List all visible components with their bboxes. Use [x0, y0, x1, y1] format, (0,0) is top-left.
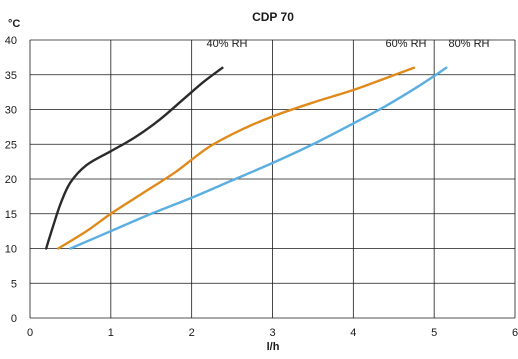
y-axis-label: °C	[8, 18, 20, 30]
x-tick-label: 5	[431, 327, 437, 339]
series-line-2	[57, 66, 416, 250]
x-tick-label: 2	[189, 327, 195, 339]
x-axis-label: l/h	[267, 341, 280, 353]
grid	[29, 39, 516, 319]
legend-label-60-rh: 60% RH	[386, 38, 427, 50]
x-tick-label: 1	[108, 327, 114, 339]
series-line-3	[69, 66, 448, 250]
chart-title: CDP 70	[252, 10, 294, 24]
x-tick-label: 0	[27, 327, 33, 339]
x-tick-label: 6	[512, 327, 518, 339]
legend: 40% RH 60% RH 80% RH	[207, 38, 490, 50]
legend-label-80-rh: 80% RH	[449, 38, 490, 50]
y-tick-label: 20	[5, 174, 17, 186]
y-tick-label: 15	[5, 209, 17, 221]
y-tick-label: 35	[5, 70, 17, 82]
y-tick-label: 10	[5, 244, 17, 256]
y-tick-label: 30	[5, 105, 17, 117]
x-tick-label: 3	[269, 327, 275, 339]
legend-label-40-rh: 40% RH	[207, 38, 248, 50]
y-tick-label: 40	[5, 35, 17, 47]
y-tick-label: 0	[11, 313, 17, 325]
x-tick-label: 4	[350, 327, 356, 339]
y-tick-label: 25	[5, 139, 17, 151]
series-line-1	[44, 66, 224, 250]
series-lines	[44, 66, 448, 250]
y-tick-label: 5	[11, 278, 17, 290]
tick-labels: 0 5 10 15 20 25 30 35 40 0 1 2 3 4 5 6	[5, 35, 518, 339]
